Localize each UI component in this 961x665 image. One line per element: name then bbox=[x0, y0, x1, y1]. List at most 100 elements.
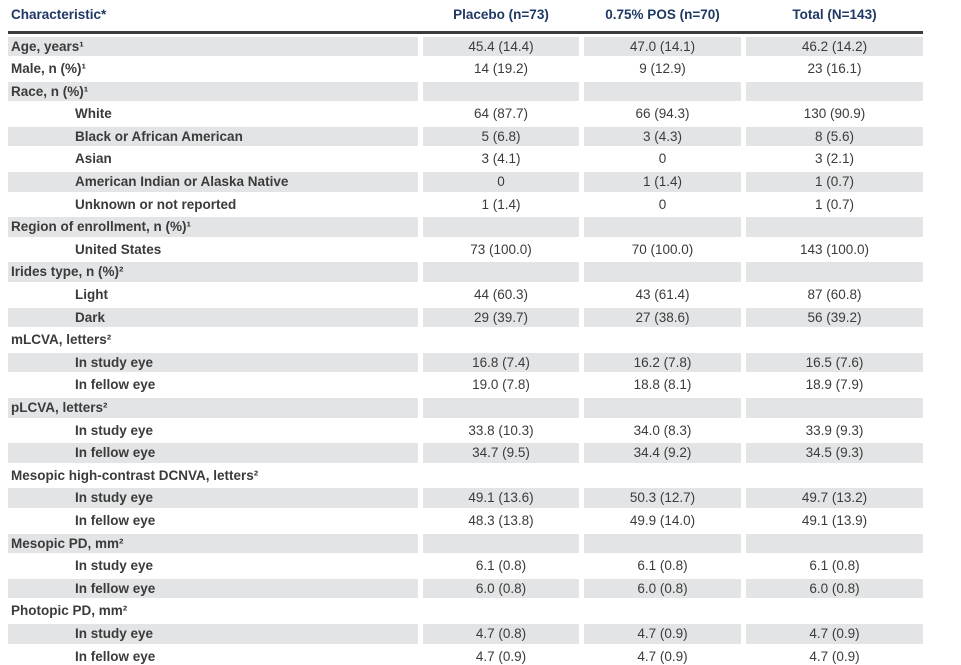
cell-value: 46.2 (14.2) bbox=[746, 36, 923, 57]
cell-value: 16.5 (7.6) bbox=[746, 352, 923, 373]
cell-value: 33.8 (10.3) bbox=[468, 422, 534, 438]
row-label-subitem: In fellow eye bbox=[75, 377, 156, 393]
cell-value bbox=[423, 262, 579, 283]
row-label-subitem: White bbox=[75, 106, 112, 122]
cell-value: 48.3 (13.8) bbox=[468, 512, 534, 528]
cell-value: 34.5 (9.3) bbox=[746, 443, 923, 463]
cell-value: 4.7 (0.9) bbox=[637, 648, 688, 664]
row-label-category: Mesopic high-contrast DCNVA, letters² bbox=[11, 467, 259, 483]
cell-value: 64 (87.7) bbox=[473, 106, 529, 122]
cell-value bbox=[423, 601, 579, 621]
row-label-subitem: In study eye bbox=[75, 558, 154, 574]
row-label-subitem: Dark bbox=[8, 307, 418, 328]
row-label-category: Male, n (%)¹ bbox=[11, 61, 87, 77]
cell-value: 18.9 (7.9) bbox=[805, 377, 864, 393]
row-label-category: pLCVA, letters² bbox=[8, 398, 418, 418]
column-header-placebo: Placebo (n=73) bbox=[453, 7, 549, 22]
cell-value: 49.7 (13.2) bbox=[746, 488, 923, 508]
cell-value: 3 (4.1) bbox=[481, 151, 521, 167]
cell-value: 6.0 (0.8) bbox=[746, 578, 923, 599]
row-label-subitem: Unknown or not reported bbox=[75, 196, 237, 212]
cell-value: 66 (94.3) bbox=[635, 106, 690, 122]
cell-value: 49.9 (14.0) bbox=[629, 512, 696, 528]
cell-value: 4.7 (0.9) bbox=[809, 648, 860, 664]
column-header-pos: 0.75% POS (n=70) bbox=[605, 7, 720, 22]
row-label-subitem: Light bbox=[75, 287, 108, 303]
cell-value bbox=[423, 466, 579, 486]
cell-value: 50.3 (12.7) bbox=[584, 488, 741, 508]
cell-value: 1 (0.7) bbox=[814, 196, 855, 212]
cell-value bbox=[423, 330, 579, 350]
cell-value: 6.1 (0.8) bbox=[475, 558, 527, 574]
cell-value: 47.0 (14.1) bbox=[584, 36, 741, 57]
cell-value bbox=[584, 81, 741, 102]
cell-value: 16.8 (7.4) bbox=[423, 352, 579, 373]
row-label-subitem: American Indian or Alaska Native bbox=[8, 172, 418, 192]
cell-value: 44 (60.3) bbox=[473, 287, 529, 303]
cell-value: 1 (1.4) bbox=[481, 196, 521, 212]
cell-value: 6.0 (0.8) bbox=[584, 578, 741, 599]
cell-value bbox=[746, 217, 923, 237]
cell-value: 33.9 (9.3) bbox=[805, 422, 864, 438]
cell-value: 27 (38.6) bbox=[584, 307, 741, 328]
cell-value: 34.4 (9.2) bbox=[584, 443, 741, 463]
cell-value: 3 (4.3) bbox=[584, 126, 741, 147]
cell-value: 18.8 (8.1) bbox=[633, 377, 692, 393]
cell-value: 0 bbox=[658, 151, 667, 167]
cell-value: 70 (100.0) bbox=[631, 241, 694, 257]
cell-value bbox=[423, 398, 579, 418]
cell-value: 4.7 (0.9) bbox=[746, 623, 923, 644]
cell-value: 6.0 (0.8) bbox=[423, 578, 579, 599]
row-label-subitem: Black or African American bbox=[8, 126, 418, 147]
row-label-subitem: In fellow eye bbox=[75, 512, 156, 528]
cell-value: 34.7 (9.5) bbox=[423, 443, 579, 463]
cell-value: 4.7 (0.9) bbox=[584, 623, 741, 644]
cell-value: 3 (2.1) bbox=[814, 151, 855, 167]
row-label-category: Region of enrollment, n (%)¹ bbox=[8, 217, 418, 237]
row-label-subitem: In fellow eye bbox=[75, 648, 156, 664]
row-label-subitem: In fellow eye bbox=[8, 443, 418, 463]
row-label-subitem: In study eye bbox=[8, 623, 418, 644]
row-label-category: mLCVA, letters² bbox=[11, 332, 112, 348]
cell-value: 1 (0.7) bbox=[746, 172, 923, 192]
row-label-subitem: In study eye bbox=[8, 352, 418, 373]
cell-value bbox=[423, 533, 579, 554]
baseline-characteristics-table: Characteristic* Placebo (n=73) 0.75% POS… bbox=[8, 2, 923, 665]
row-label-category: Age, years¹ bbox=[8, 36, 418, 57]
cell-value: 34.0 (8.3) bbox=[633, 422, 692, 438]
cell-value: 5 (6.8) bbox=[423, 126, 579, 147]
cell-value bbox=[746, 262, 923, 283]
cell-value: 43 (61.4) bbox=[635, 287, 690, 303]
header-divider bbox=[8, 31, 923, 34]
cell-value: 8 (5.6) bbox=[746, 126, 923, 147]
cell-value: 56 (39.2) bbox=[746, 307, 923, 328]
cell-value: 87 (60.8) bbox=[807, 287, 862, 303]
cell-value: 14 (19.2) bbox=[473, 61, 529, 77]
cell-value: 73 (100.0) bbox=[470, 241, 532, 257]
cell-value bbox=[584, 533, 741, 554]
cell-value: 16.2 (7.8) bbox=[584, 352, 741, 373]
cell-value bbox=[584, 466, 741, 486]
cell-value bbox=[746, 533, 923, 554]
cell-value: 29 (39.7) bbox=[423, 307, 579, 328]
row-label-subitem: Asian bbox=[75, 151, 112, 167]
cell-value: 49.1 (13.9) bbox=[801, 512, 868, 528]
cell-value: 1 (1.4) bbox=[584, 172, 741, 192]
column-header-characteristic: Characteristic* bbox=[11, 7, 107, 22]
cell-value bbox=[423, 81, 579, 102]
cell-value bbox=[584, 217, 741, 237]
row-label-subitem: In study eye bbox=[75, 422, 154, 438]
row-label-category: Mesopic PD, mm² bbox=[8, 533, 418, 554]
cell-value: 6.1 (0.8) bbox=[637, 558, 688, 574]
cell-value: 130 (90.9) bbox=[803, 106, 866, 122]
cell-value bbox=[584, 398, 741, 418]
cell-value: 23 (16.1) bbox=[807, 61, 862, 77]
cell-value bbox=[746, 601, 923, 621]
cell-value: 4.7 (0.8) bbox=[423, 623, 579, 644]
column-header-total: Total (N=143) bbox=[792, 7, 877, 22]
cell-value bbox=[746, 330, 923, 350]
row-label-category: Photopic PD, mm² bbox=[11, 603, 128, 619]
cell-value bbox=[746, 81, 923, 102]
cell-value bbox=[584, 330, 741, 350]
